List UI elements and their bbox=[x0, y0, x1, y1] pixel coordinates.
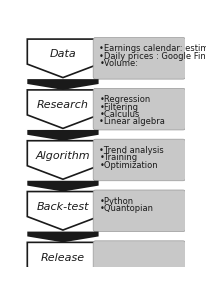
Polygon shape bbox=[27, 39, 99, 78]
Text: •Linear algebra: •Linear algebra bbox=[99, 117, 165, 126]
Polygon shape bbox=[27, 79, 99, 90]
Text: •Regression: •Regression bbox=[99, 95, 151, 104]
FancyBboxPatch shape bbox=[93, 190, 185, 232]
Polygon shape bbox=[27, 242, 99, 281]
Text: •Calculus: •Calculus bbox=[99, 110, 140, 119]
Polygon shape bbox=[27, 141, 99, 179]
Text: •Trend analysis: •Trend analysis bbox=[99, 146, 164, 155]
Text: Algorithm: Algorithm bbox=[36, 151, 90, 161]
FancyBboxPatch shape bbox=[93, 38, 185, 79]
Polygon shape bbox=[27, 191, 99, 230]
Text: •Quantopian: •Quantopian bbox=[99, 204, 153, 213]
Text: •Daily prices : Google Finance, Yahoo Finance: •Daily prices : Google Finance, Yahoo Fi… bbox=[99, 52, 206, 61]
FancyBboxPatch shape bbox=[93, 139, 185, 181]
Polygon shape bbox=[27, 130, 99, 141]
Text: •Training: •Training bbox=[99, 153, 137, 162]
Text: •Earnings calendar: estimize.com, Street Insider: •Earnings calendar: estimize.com, Street… bbox=[99, 44, 206, 53]
Text: •Optimization: •Optimization bbox=[99, 161, 158, 170]
Text: •Filtering: •Filtering bbox=[99, 103, 138, 112]
Text: •Volume:: •Volume: bbox=[99, 59, 138, 68]
Text: •Python: •Python bbox=[99, 197, 133, 206]
Text: Data: Data bbox=[50, 50, 76, 59]
Polygon shape bbox=[27, 90, 99, 128]
Text: Back-test: Back-test bbox=[37, 202, 89, 212]
FancyBboxPatch shape bbox=[93, 88, 185, 130]
FancyBboxPatch shape bbox=[93, 241, 185, 282]
Text: Research: Research bbox=[37, 100, 89, 110]
Text: Release: Release bbox=[41, 253, 85, 263]
Polygon shape bbox=[27, 232, 99, 242]
Polygon shape bbox=[27, 181, 99, 191]
